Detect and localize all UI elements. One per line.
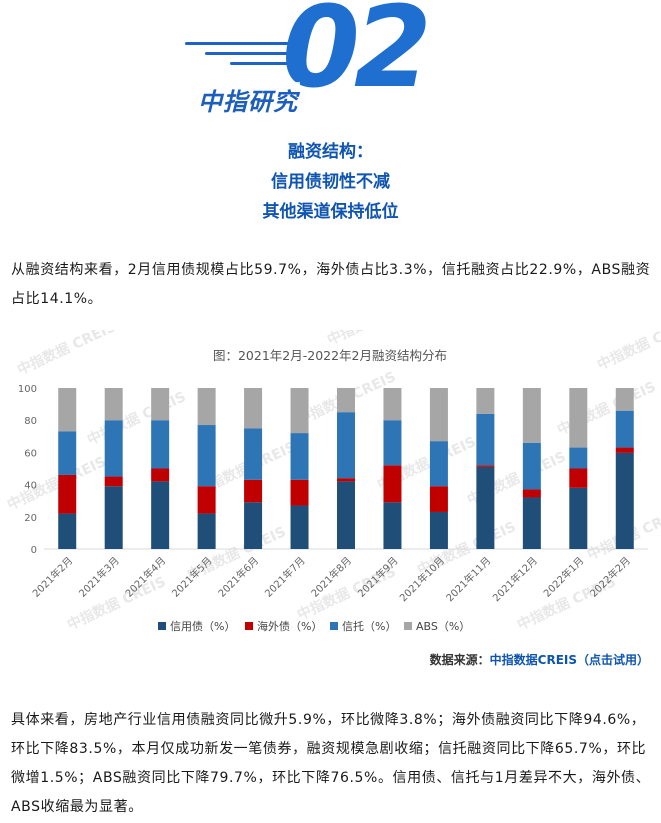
y-tick-label: 80 bbox=[24, 416, 37, 427]
y-tick-label: 100 bbox=[18, 384, 37, 395]
section-title-line-2: 信用债韧性不减 bbox=[271, 172, 390, 192]
bar-segment-credit-bond bbox=[244, 502, 263, 549]
legend-swatch bbox=[330, 622, 338, 630]
bar-segment-credit-bond bbox=[429, 511, 448, 549]
bar-segment-abs bbox=[476, 388, 495, 414]
bar-segment-trust bbox=[104, 420, 123, 477]
y-tick-label: 20 bbox=[24, 513, 37, 524]
bar-segment-trust bbox=[290, 433, 309, 480]
bar-segment-credit-bond bbox=[476, 466, 495, 549]
bar-segment-trust bbox=[151, 420, 170, 469]
bar-segment-credit-bond bbox=[151, 481, 170, 549]
bar-segment-credit-bond bbox=[569, 487, 588, 549]
watermark-text: 中指数据 CREIS bbox=[5, 453, 109, 514]
watermark-text: 中指数据 CREIS bbox=[15, 330, 119, 379]
bar-segment-overseas-bond bbox=[104, 476, 123, 487]
bar-segment-abs bbox=[615, 388, 634, 411]
bar-segment-abs bbox=[569, 388, 588, 448]
bar-segment-overseas-bond bbox=[58, 474, 77, 514]
bar-segment-trust bbox=[569, 447, 588, 469]
bar-segment-abs bbox=[429, 388, 448, 442]
watermark-text: 中指数据 CREIS bbox=[325, 330, 429, 349]
bar-segment-credit-bond bbox=[197, 513, 216, 549]
watermark-text: 中指数据 CREIS bbox=[85, 388, 189, 449]
bar-segment-overseas-bond bbox=[615, 447, 634, 453]
y-tick-label: 0 bbox=[31, 545, 37, 556]
legend-swatch bbox=[158, 622, 166, 630]
section-header: 02 中指研究 bbox=[0, 0, 661, 120]
x-tick-label: 2021年5月 bbox=[169, 554, 215, 600]
watermark-text: 中指数据 CREIS bbox=[65, 573, 169, 634]
bar-segment-overseas-bond bbox=[337, 478, 355, 482]
data-source-link[interactable]: 中指数据CREIS（点击试用） bbox=[489, 653, 649, 667]
x-tick-label: 2021年3月 bbox=[76, 554, 122, 600]
bar-segment-abs bbox=[244, 388, 263, 429]
bar-segment-overseas-bond bbox=[151, 468, 170, 482]
x-tick-label: 2021年2月 bbox=[30, 554, 76, 600]
section-number: 02 bbox=[282, 0, 432, 113]
bar-segment-overseas-bond bbox=[197, 486, 216, 514]
legend-label: 信用债（%） bbox=[170, 619, 235, 633]
bar-segment-abs bbox=[522, 388, 541, 443]
bar-segment-trust bbox=[337, 412, 355, 479]
data-source: 数据来源：中指数据CREIS（点击试用） bbox=[430, 651, 649, 668]
bar-segment-trust bbox=[615, 410, 634, 448]
bar-segment-credit-bond bbox=[104, 486, 123, 549]
bar-segment-abs bbox=[104, 388, 123, 421]
bar-segment-credit-bond bbox=[337, 481, 355, 549]
bar-segment-abs bbox=[58, 388, 77, 432]
intro-paragraph: 从融资结构来看，2月信用债规模占比59.7%，海外债占比3.3%，信托融资占比2… bbox=[11, 262, 651, 307]
bar-segment-overseas-bond bbox=[244, 479, 263, 503]
bar-segment-trust bbox=[476, 413, 495, 466]
x-tick-label: 2021年12月 bbox=[490, 554, 540, 604]
legend-label: 海外债（%） bbox=[257, 619, 322, 633]
speed-line bbox=[205, 52, 297, 55]
legend-label: 信托（%） bbox=[342, 619, 396, 633]
brand-logo-text: 中指研究 bbox=[196, 82, 300, 117]
section-title-line-3: 其他渠道保持低位 bbox=[262, 202, 399, 222]
chart-title: 图：2021年2月-2022年2月融资结构分布 bbox=[213, 348, 447, 363]
legend-label: ABS（%） bbox=[416, 620, 470, 633]
bars bbox=[58, 388, 634, 549]
bar-segment-overseas-bond bbox=[290, 479, 309, 506]
bar-segment-abs bbox=[383, 388, 402, 421]
bar-segment-abs bbox=[197, 388, 216, 426]
bar-segment-overseas-bond bbox=[383, 465, 402, 503]
speed-line bbox=[230, 62, 300, 65]
bar-segment-credit-bond bbox=[383, 502, 402, 549]
data-source-label: 数据来源： bbox=[429, 653, 490, 667]
legend-swatch bbox=[245, 622, 253, 630]
bar-segment-overseas-bond bbox=[476, 465, 495, 467]
bar-segment-trust bbox=[58, 431, 77, 475]
bar-segment-overseas-bond bbox=[522, 489, 541, 498]
speed-line bbox=[185, 42, 305, 45]
bar-segment-abs bbox=[151, 388, 170, 421]
bar-segment-trust bbox=[429, 441, 448, 487]
detail-paragraph: 具体来看，房地产行业信用债融资同比微升5.9%，环比微降3.8%；海外债融资同比… bbox=[11, 712, 651, 815]
bar-segment-credit-bond bbox=[615, 452, 634, 549]
bar-segment-trust bbox=[383, 420, 402, 466]
section-title-line-1: 融资结构： bbox=[288, 142, 373, 162]
legend-swatch bbox=[404, 622, 412, 630]
x-tick-label: 2021年7月 bbox=[262, 554, 308, 600]
y-tick-label: 60 bbox=[24, 448, 37, 459]
bar-segment-abs bbox=[337, 388, 355, 413]
y-tick-label: 40 bbox=[24, 481, 37, 492]
bar-segment-abs bbox=[290, 388, 309, 434]
bar-segment-trust bbox=[522, 442, 541, 490]
bar-segment-credit-bond bbox=[58, 513, 77, 549]
bar-segment-credit-bond bbox=[522, 497, 541, 549]
bar-segment-trust bbox=[197, 425, 216, 487]
bar-segment-overseas-bond bbox=[429, 486, 448, 512]
bar-segment-overseas-bond bbox=[569, 468, 588, 488]
bar-segment-credit-bond bbox=[290, 505, 309, 549]
watermark-text: 中指数据 CREIS bbox=[595, 330, 661, 374]
bar-segment-trust bbox=[244, 428, 263, 480]
legend: 信用债（%） 海外债（%） 信托（%） ABS（%） bbox=[158, 619, 470, 633]
